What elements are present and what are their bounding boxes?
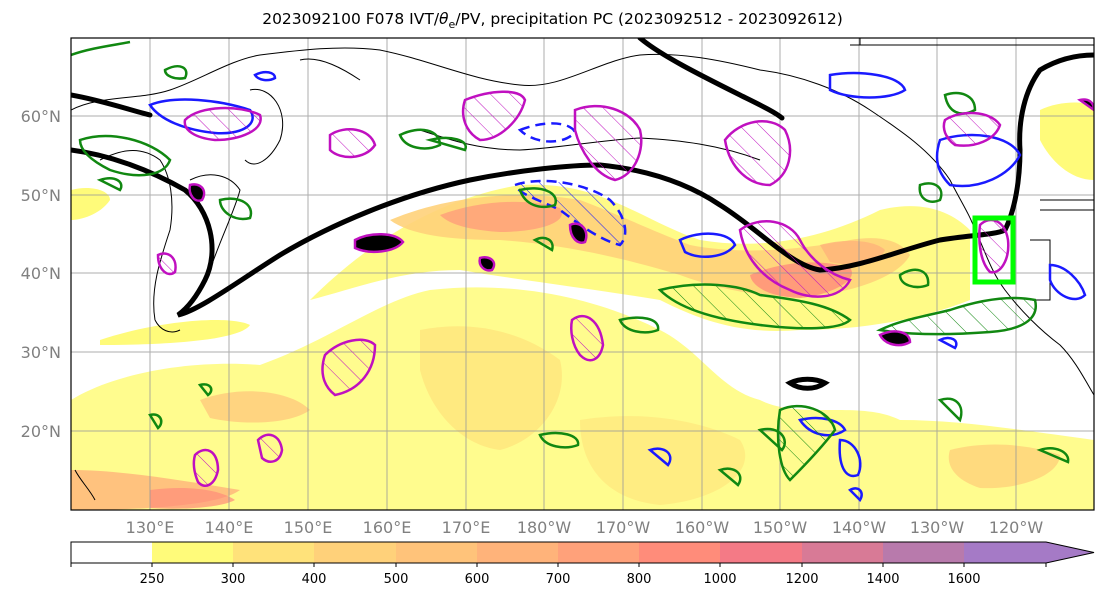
title-theta: θ	[439, 10, 449, 28]
colorbar-segment	[477, 542, 558, 563]
colorbar-label: 1400	[866, 572, 899, 587]
precipitation-pc-contours	[71, 40, 1070, 487]
lon-label: 170°W	[596, 518, 651, 537]
lon-label: 160°E	[363, 518, 412, 537]
colorbar-segment	[233, 542, 314, 563]
colorbar-label: 400	[302, 572, 327, 587]
colorbar-segment	[396, 542, 477, 563]
target-region-box	[972, 215, 1016, 285]
lon-label: 160°W	[675, 518, 730, 537]
map-frame	[70, 37, 1095, 511]
title-theta-subscript: e	[448, 18, 456, 32]
lon-label: 140°W	[832, 518, 887, 537]
lon-label: 150°W	[753, 518, 808, 537]
colorbar-segment	[720, 542, 802, 563]
lon-label: 130°W	[910, 518, 965, 537]
colorbar-label: 800	[627, 572, 652, 587]
pv-anomaly-contours	[156, 90, 1094, 487]
colorbar-extend-arrow	[964, 542, 1094, 563]
colorbar-segment	[152, 542, 233, 563]
colorbar-label: 250	[140, 572, 165, 587]
lon-label: 140°E	[205, 518, 254, 537]
colorbar-label: 700	[546, 572, 571, 587]
title-prefix: 2023092100 F078 IVT/	[262, 10, 440, 28]
colorbar-label: 600	[465, 572, 490, 587]
colorbar: 250 300 400 500 600 700 800 1000 1200 14…	[70, 541, 1095, 587]
colorbar-label: 1200	[785, 572, 818, 587]
chart-title: 2023092100 F078 IVT/θe/PV, precipitation…	[0, 10, 1105, 31]
colorbar-label: 1600	[947, 572, 980, 587]
latitude-labels: 60°N 50°N 40°N 30°N 20°N	[21, 107, 61, 441]
colorbar-label: 500	[384, 572, 409, 587]
lon-label: 170°E	[442, 518, 491, 537]
longitude-labels: 130°E 140°E 150°E 160°E 170°E 180°W 170°…	[126, 518, 1044, 537]
colorbar-segment	[558, 542, 639, 563]
lat-label: 30°N	[21, 343, 61, 362]
colorbar-segment	[314, 542, 396, 563]
lon-label: 120°W	[989, 518, 1044, 537]
colorbar-label: 1000	[703, 572, 736, 587]
lat-label: 40°N	[21, 264, 61, 283]
lon-label: 130°E	[126, 518, 175, 537]
lat-label: 20°N	[21, 422, 61, 441]
colorbar-segment	[802, 542, 883, 563]
colorbar-segment	[639, 542, 720, 563]
lat-label: 50°N	[21, 186, 61, 205]
colorbar-segment	[883, 542, 964, 563]
title-suffix: /PV, precipitation PC (2023092512 - 2023…	[455, 10, 843, 28]
colorbar-segment	[71, 542, 152, 563]
colorbar-label: 300	[221, 572, 246, 587]
lat-label: 60°N	[21, 107, 61, 126]
lon-label: 150°E	[284, 518, 333, 537]
lon-label: 180°W	[517, 518, 572, 537]
